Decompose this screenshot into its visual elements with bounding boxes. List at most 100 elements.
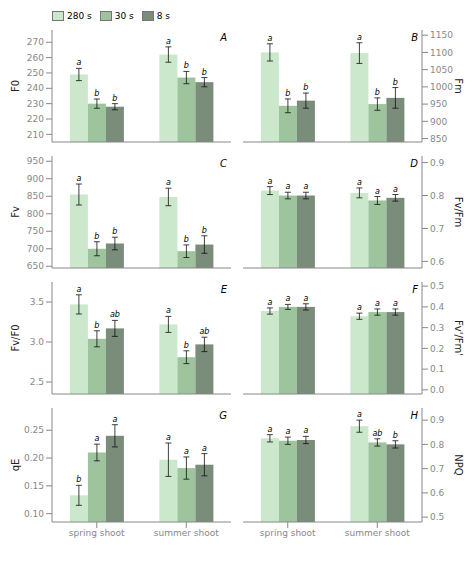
- svg-text:0.7: 0.7: [430, 224, 444, 234]
- svg-text:b: b: [202, 226, 207, 235]
- svg-text:0.8: 0.8: [430, 191, 445, 201]
- svg-text:850: 850: [27, 191, 44, 201]
- svg-text:3.0: 3.0: [30, 337, 45, 347]
- svg-text:0.4: 0.4: [430, 302, 445, 312]
- svg-text:950: 950: [27, 156, 44, 166]
- svg-text:b: b: [94, 89, 99, 98]
- svg-text:0.9: 0.9: [430, 415, 445, 425]
- svg-text:a: a: [267, 177, 272, 186]
- svg-text:0.0: 0.0: [430, 385, 445, 395]
- svg-text:b: b: [184, 61, 189, 70]
- svg-text:240: 240: [27, 83, 44, 93]
- svg-text:900: 900: [430, 117, 447, 127]
- svg-text:0.15: 0.15: [24, 481, 44, 491]
- svg-text:0.25: 0.25: [24, 425, 44, 435]
- svg-text:0.20: 0.20: [24, 453, 44, 463]
- svg-text:a: a: [166, 37, 171, 46]
- svg-text:b: b: [184, 235, 189, 244]
- svg-text:summer shoot: summer shoot: [154, 528, 219, 538]
- svg-text:750: 750: [27, 226, 44, 236]
- svg-text:b: b: [202, 68, 207, 77]
- svg-text:900: 900: [27, 174, 44, 184]
- svg-text:b: b: [94, 232, 99, 241]
- svg-text:0.3: 0.3: [430, 323, 444, 333]
- svg-text:a: a: [357, 303, 362, 312]
- svg-text:a: a: [357, 33, 362, 42]
- svg-text:a: a: [267, 34, 272, 43]
- svg-text:a: a: [166, 433, 171, 442]
- svg-text:NPQ: NPQ: [453, 454, 464, 476]
- svg-text:a: a: [285, 182, 290, 191]
- svg-text:0.7: 0.7: [430, 464, 444, 474]
- svg-text:Fv'/Fm': Fv'/Fm': [453, 320, 464, 356]
- svg-text:a: a: [357, 410, 362, 419]
- svg-text:950: 950: [430, 99, 447, 109]
- svg-text:Fm: Fm: [453, 78, 464, 94]
- svg-text:a: a: [393, 299, 398, 308]
- svg-text:a: a: [112, 415, 117, 424]
- svg-text:b: b: [76, 475, 81, 484]
- svg-text:spring shoot: spring shoot: [69, 528, 125, 538]
- svg-text:800: 800: [27, 209, 44, 219]
- svg-text:b: b: [112, 227, 117, 236]
- svg-text:270: 270: [27, 37, 44, 47]
- svg-text:a: a: [393, 185, 398, 194]
- svg-text:ab: ab: [110, 310, 120, 319]
- svg-text:Fv/F0: Fv/F0: [10, 324, 21, 351]
- svg-text:a: a: [303, 294, 308, 303]
- svg-text:a: a: [285, 427, 290, 436]
- svg-text:b: b: [303, 83, 308, 92]
- svg-text:a: a: [76, 174, 81, 183]
- svg-text:1150: 1150: [430, 30, 453, 40]
- svg-text:0.1: 0.1: [430, 364, 444, 374]
- svg-text:b: b: [393, 431, 398, 440]
- svg-text:a: a: [357, 178, 362, 187]
- svg-text:b: b: [112, 94, 117, 103]
- svg-text:260: 260: [27, 53, 44, 63]
- svg-text:0.5: 0.5: [430, 512, 444, 522]
- svg-text:a: a: [166, 306, 171, 315]
- svg-text:a: a: [94, 434, 99, 443]
- svg-text:F0: F0: [10, 80, 21, 92]
- svg-text:650: 650: [27, 261, 44, 271]
- svg-text:3.5: 3.5: [30, 297, 44, 307]
- svg-text:a: a: [303, 182, 308, 191]
- svg-text:1000: 1000: [430, 82, 453, 92]
- svg-text:spring shoot: spring shoot: [260, 528, 316, 538]
- svg-text:a: a: [375, 299, 380, 308]
- svg-text:a: a: [166, 178, 171, 187]
- svg-text:0.5: 0.5: [430, 281, 444, 291]
- svg-text:b: b: [375, 88, 380, 97]
- svg-text:qE: qE: [10, 459, 21, 472]
- svg-text:a: a: [76, 285, 81, 294]
- svg-text:0.6: 0.6: [430, 488, 445, 498]
- svg-text:230: 230: [27, 99, 44, 109]
- svg-text:2.5: 2.5: [30, 377, 44, 387]
- svg-text:a: a: [267, 425, 272, 434]
- svg-text:1050: 1050: [430, 65, 453, 75]
- svg-text:b: b: [393, 78, 398, 87]
- svg-text:a: a: [267, 298, 272, 307]
- svg-text:1100: 1100: [430, 48, 453, 58]
- svg-text:b: b: [184, 341, 189, 350]
- svg-text:0.8: 0.8: [430, 440, 445, 450]
- svg-text:b: b: [94, 321, 99, 330]
- svg-text:summer shoot: summer shoot: [345, 528, 410, 538]
- svg-text:210: 210: [27, 130, 44, 140]
- svg-text:a: a: [375, 187, 380, 196]
- svg-text:a: a: [184, 447, 189, 456]
- svg-text:220: 220: [27, 114, 44, 124]
- svg-text:a: a: [285, 294, 290, 303]
- svg-text:Fv/Fm: Fv/Fm: [453, 197, 464, 228]
- svg-text:0.10: 0.10: [24, 509, 44, 519]
- svg-text:0.2: 0.2: [430, 344, 444, 354]
- svg-text:0.9: 0.9: [430, 158, 445, 168]
- svg-text:b: b: [285, 89, 290, 98]
- svg-text:0.6: 0.6: [430, 257, 445, 267]
- svg-text:250: 250: [27, 68, 44, 78]
- svg-text:a: a: [202, 444, 207, 453]
- svg-text:700: 700: [27, 244, 44, 254]
- svg-text:ab: ab: [372, 429, 382, 438]
- svg-text:850: 850: [430, 134, 447, 144]
- svg-text:Fv: Fv: [10, 206, 21, 218]
